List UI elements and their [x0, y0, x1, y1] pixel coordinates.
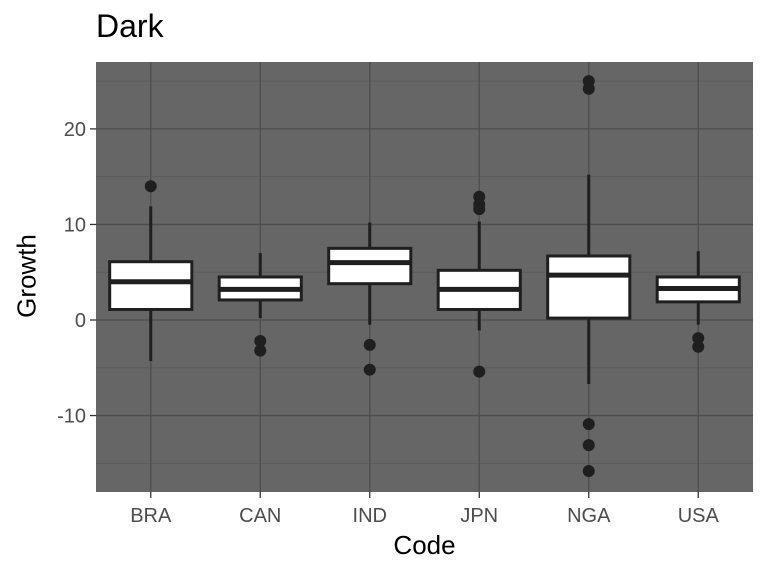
x-tick-label: BRA	[130, 505, 172, 527]
outlier-point	[692, 340, 705, 353]
x-tick-label: CAN	[239, 505, 281, 527]
outlier-point	[254, 344, 267, 357]
x-tick-label: NGA	[567, 505, 611, 527]
box-nga	[546, 75, 632, 477]
y-tick-label: 0	[75, 310, 86, 332]
box-body	[108, 260, 194, 311]
outlier-point	[582, 75, 595, 88]
outlier-point	[582, 439, 595, 452]
outlier-point	[692, 332, 705, 345]
box-ind	[327, 222, 413, 376]
y-tick-label: 10	[64, 214, 86, 236]
y-tick-label: -10	[57, 406, 86, 428]
box-jpn	[436, 190, 522, 378]
plot-panel	[96, 62, 753, 492]
chart-title: Dark	[96, 8, 164, 44]
box-body	[327, 246, 413, 286]
y-axis-title: Growth	[11, 234, 42, 318]
box-can	[217, 253, 303, 357]
outlier-point	[363, 363, 376, 376]
y-tick-label: 20	[64, 119, 86, 141]
x-tick-label: JPN	[460, 505, 498, 527]
box-usa	[655, 251, 741, 353]
outlier-point	[473, 190, 486, 203]
outlier-point	[582, 464, 595, 477]
x-tick-label: USA	[678, 505, 720, 527]
x-axis-title: Code	[393, 530, 456, 560]
boxes	[108, 75, 741, 477]
axis-ticks: -10 0 10 20 BRA CAN IND JPN NGA USA	[57, 119, 719, 527]
box-body	[546, 254, 632, 320]
outlier-point	[363, 338, 376, 351]
outlier-point	[582, 418, 595, 431]
x-tick-label: IND	[353, 505, 387, 527]
box-bra	[108, 180, 194, 362]
outlier-point	[144, 180, 157, 193]
outlier-point	[254, 335, 267, 348]
outlier-point	[473, 365, 486, 378]
